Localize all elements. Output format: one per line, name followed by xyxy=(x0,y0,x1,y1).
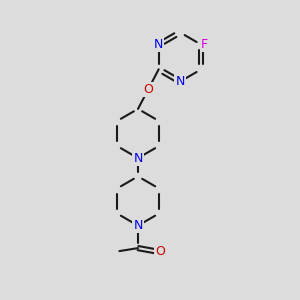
Text: N: N xyxy=(175,75,185,88)
Text: O: O xyxy=(143,82,153,96)
Text: N: N xyxy=(133,152,143,165)
Text: F: F xyxy=(201,38,208,51)
Text: O: O xyxy=(155,244,165,258)
Text: N: N xyxy=(133,219,143,232)
Text: N: N xyxy=(154,38,164,51)
